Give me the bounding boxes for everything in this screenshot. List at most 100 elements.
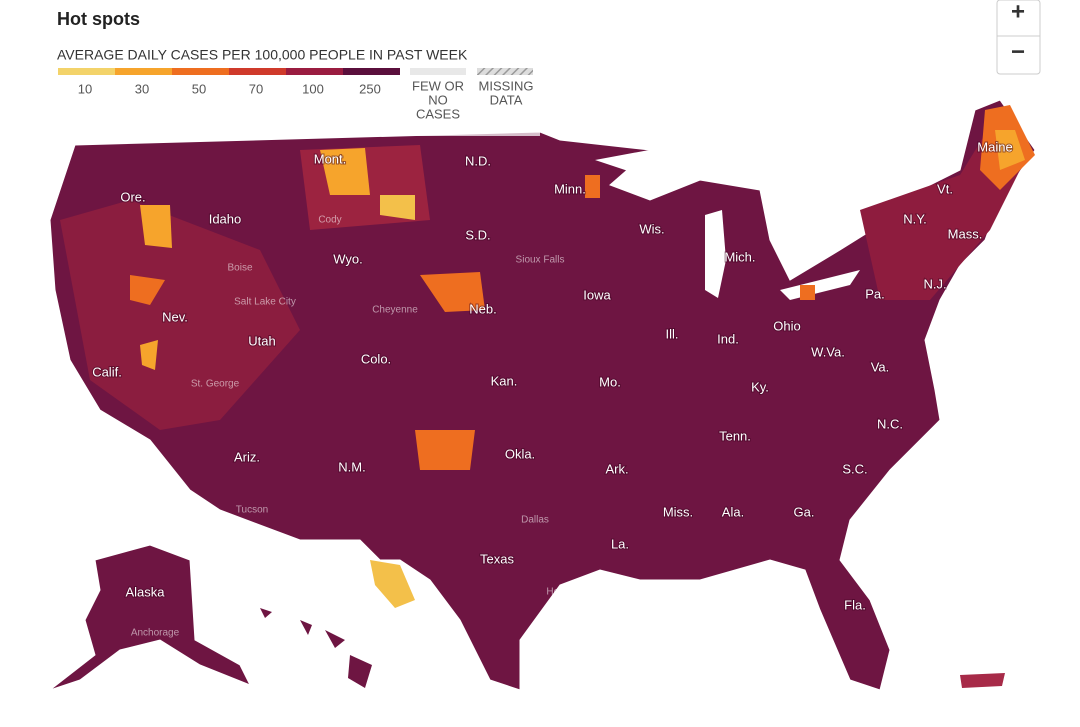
hot-spot — [995, 130, 1025, 170]
state-label: Maine — [977, 139, 1012, 154]
state-label: Pa. — [865, 286, 885, 301]
city-label: Anchorage — [131, 628, 180, 639]
state-label: Ga. — [794, 504, 815, 519]
legend-missing-label: DATA — [490, 92, 523, 107]
hot-spot — [420, 272, 485, 312]
state-label: Mo. — [599, 374, 621, 389]
state-label: N.C. — [877, 416, 903, 431]
hot-spot — [130, 275, 165, 305]
hot-spot — [370, 560, 415, 608]
state-label: La. — [611, 536, 629, 551]
contiguous-us — [49, 99, 1036, 691]
city-label: Tucson — [236, 505, 268, 516]
legend-few-label: CASES — [416, 106, 460, 121]
state-label: Ark. — [605, 461, 628, 476]
state-label: Alaska — [125, 584, 165, 599]
state-label: W.Va. — [811, 344, 845, 359]
legend-tick-label: 100 — [302, 81, 324, 96]
city-label: Houston — [546, 587, 583, 598]
lake — [705, 210, 726, 298]
hot-spot — [585, 175, 600, 198]
state-label: Iowa — [583, 287, 611, 302]
legend-swatch — [229, 68, 286, 75]
state-label: Wis. — [639, 221, 664, 236]
legend-swatch — [172, 68, 229, 75]
hawaii — [260, 608, 372, 688]
legend-swatch — [343, 68, 400, 75]
hot-spot — [140, 340, 158, 370]
legend-tick-label: 10 — [78, 81, 92, 96]
legend-swatch-few — [410, 68, 466, 75]
city-label: Sioux Falls — [516, 255, 565, 266]
legend-tick-label: 50 — [192, 81, 206, 96]
legend-swatch — [286, 68, 343, 75]
zoom-control: + − — [996, 0, 1041, 75]
state-label: Ind. — [717, 331, 739, 346]
state-label: Neb. — [469, 301, 496, 316]
lake — [595, 148, 690, 175]
state-label: Wyo. — [333, 251, 363, 266]
label-backdrop — [90, 100, 540, 136]
state-label: S.D. — [465, 227, 490, 242]
legend-swatch — [58, 68, 115, 75]
hot-spot — [140, 205, 172, 248]
state-label: Miss. — [663, 504, 693, 519]
state-label: Calif. — [92, 364, 122, 379]
city-label: Boise — [227, 263, 252, 274]
hot-spot — [320, 148, 370, 195]
legend-title: AVERAGE DAILY CASES PER 100,000 PEOPLE I… — [57, 47, 468, 63]
state-label: Ohio — [773, 318, 800, 333]
legend-tick-label: 30 — [135, 81, 149, 96]
state-label: Tenn. — [719, 428, 751, 443]
state-label: Ill. — [666, 326, 679, 341]
state-label: Nev. — [162, 309, 188, 324]
puerto-rico — [960, 673, 1005, 688]
state-label: Texas — [480, 551, 514, 566]
zoom-in-button[interactable]: + — [1011, 0, 1025, 25]
legend-few-label: FEW OR — [412, 78, 464, 93]
state-label: S.C. — [842, 461, 867, 476]
city-label: Dallas — [521, 515, 549, 526]
city-label: Cheyenne — [372, 305, 418, 316]
hot-spots — [130, 105, 1035, 608]
alaska — [49, 544, 252, 691]
legend-few-label: NO — [428, 92, 448, 107]
state-label: Ala. — [722, 504, 744, 519]
zoom-out-button[interactable]: − — [1011, 38, 1025, 65]
legend-tick-label: 250 — [359, 81, 381, 96]
state-label: Mass. — [948, 226, 983, 241]
state-label: N.Y. — [903, 211, 927, 226]
state-label: Vt. — [937, 181, 953, 196]
state-label: Idaho — [209, 211, 242, 226]
map — [49, 99, 1036, 691]
state-label: Mich. — [724, 249, 755, 264]
state-label: N.D. — [465, 153, 491, 168]
region-shade — [60, 200, 300, 430]
state-label: Okla. — [505, 446, 535, 461]
city-label: Cody — [318, 215, 341, 226]
map-labels: N.D. Minn. Wis. Mich. N.Y. Mass. Maine Vt. Ore. I… — [91, 138, 1014, 639]
legend-swatch — [115, 68, 172, 75]
city-label: St. George — [191, 379, 240, 390]
state-label: Ore. — [120, 189, 145, 204]
state-label: Utah — [248, 333, 275, 348]
title: Hot spots — [57, 9, 140, 29]
state-label: N.J. — [923, 276, 946, 291]
hot-spot — [800, 285, 815, 300]
state-label: Mont. — [314, 151, 347, 166]
state-label: Fla. — [844, 597, 866, 612]
state-label: Ky. — [751, 379, 769, 394]
zoom-frame — [996, 0, 1041, 75]
state-label: Kan. — [491, 373, 518, 388]
state-label: Colo. — [361, 351, 391, 366]
state-label: N.M. — [338, 459, 365, 474]
legend-tick-label: 70 — [249, 81, 263, 96]
hot-spot — [415, 430, 475, 470]
state-label: Minn. — [554, 181, 586, 196]
legend-swatch-missing — [477, 68, 533, 75]
city-label: Salt Lake City — [234, 297, 296, 308]
state-label: Ariz. — [234, 449, 260, 464]
state-label: Va. — [871, 359, 890, 374]
